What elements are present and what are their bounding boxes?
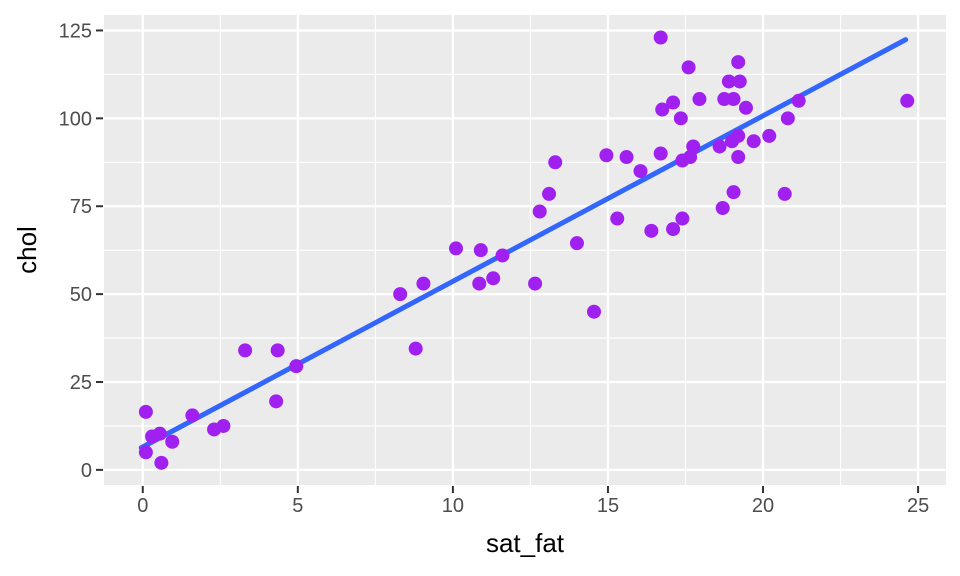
- data-point: [486, 271, 501, 286]
- data-point: [542, 186, 557, 201]
- y-tick-label: 100: [59, 108, 92, 130]
- data-point: [548, 155, 563, 170]
- x-axis-title: sat_fat: [486, 528, 565, 558]
- data-point: [408, 341, 423, 356]
- data-point: [791, 93, 806, 108]
- data-point: [777, 186, 792, 201]
- regression-line: [138, 37, 909, 451]
- data-point: [681, 60, 696, 75]
- data-point: [762, 128, 777, 143]
- data-point: [732, 74, 747, 89]
- data-point: [686, 139, 701, 154]
- data-point: [738, 100, 753, 115]
- data-point: [185, 408, 200, 423]
- data-point: [746, 134, 761, 149]
- data-point: [238, 343, 253, 358]
- y-axis-title: chol: [12, 226, 42, 274]
- data-point: [138, 445, 153, 460]
- data-point: [416, 276, 431, 291]
- data-point: [731, 150, 746, 165]
- data-point: [216, 418, 231, 433]
- data-point: [138, 404, 153, 419]
- data-point: [731, 128, 746, 143]
- data-point: [154, 455, 169, 470]
- data-point: [666, 222, 681, 237]
- data-point: [473, 243, 488, 258]
- data-point: [692, 92, 707, 107]
- data-point: [900, 93, 915, 108]
- data-point: [653, 30, 668, 45]
- data-point: [448, 241, 463, 256]
- x-tick-label: 15: [597, 495, 619, 517]
- x-tick-label: 25: [907, 495, 929, 517]
- plot-generated-layers: 0 5 10 15 20 25 0 25 50 75 100 125: [59, 15, 946, 517]
- data-point: [569, 236, 584, 251]
- data-point: [726, 185, 741, 200]
- data-point: [610, 211, 625, 226]
- data-point: [532, 204, 547, 219]
- data-point: [712, 139, 727, 154]
- data-point: [683, 150, 698, 165]
- data-point: [165, 434, 180, 449]
- data-point: [599, 148, 614, 163]
- data-point: [666, 95, 681, 110]
- data-point: [393, 287, 408, 302]
- data-point: [152, 426, 167, 441]
- y-tick-label: 125: [59, 20, 92, 42]
- data-point: [495, 248, 510, 263]
- y-tick-label: 0: [81, 460, 92, 482]
- data-point: [269, 394, 284, 409]
- data-point: [289, 359, 304, 374]
- data-point: [673, 111, 688, 126]
- x-tick-label: 20: [752, 495, 774, 517]
- data-point: [780, 111, 795, 126]
- data-point: [270, 343, 285, 358]
- data-point: [472, 276, 487, 291]
- y-tick-label: 25: [70, 372, 92, 394]
- data-point: [587, 304, 602, 319]
- data-point: [675, 211, 690, 226]
- y-tick-label: 75: [70, 196, 92, 218]
- x-tick-label: 5: [292, 495, 303, 517]
- data-point: [715, 200, 730, 215]
- data-point: [653, 146, 668, 161]
- data-point: [644, 223, 659, 238]
- x-tick-label: 10: [442, 495, 464, 517]
- data-point: [655, 102, 670, 117]
- data-point: [726, 92, 741, 107]
- data-point: [528, 276, 543, 291]
- x-tick-label: 0: [137, 495, 148, 517]
- data-point: [731, 55, 746, 70]
- data-point: [619, 150, 634, 165]
- data-point: [721, 74, 736, 89]
- y-tick-label: 50: [70, 284, 92, 306]
- data-point: [633, 164, 648, 179]
